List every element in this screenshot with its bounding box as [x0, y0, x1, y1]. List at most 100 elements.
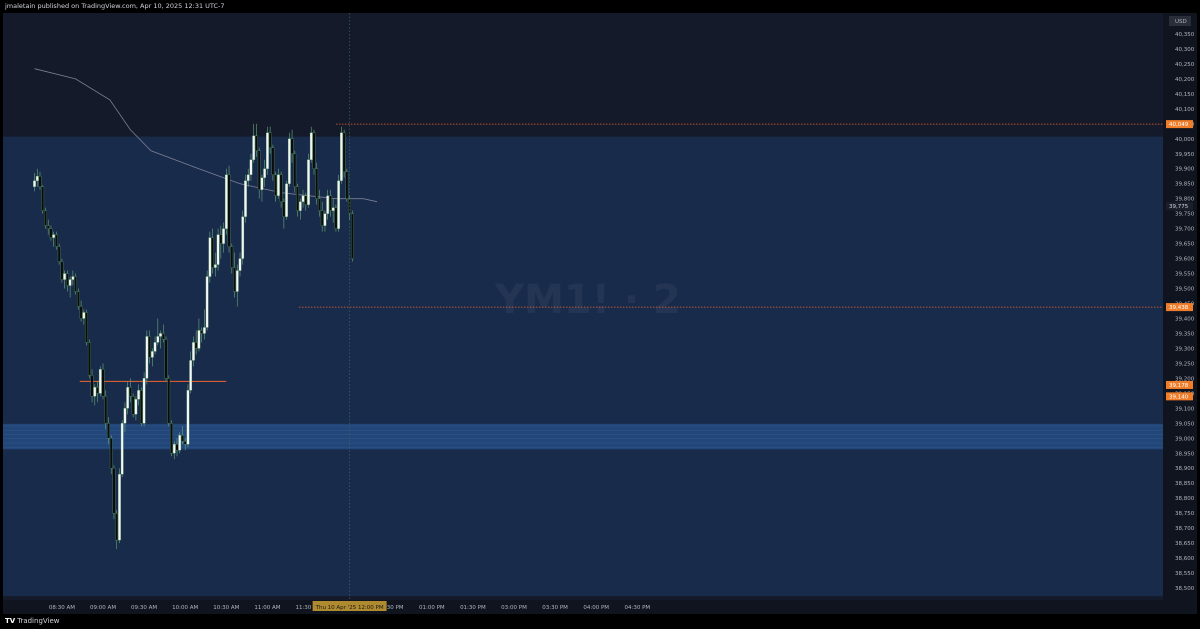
currency-label: USD	[1175, 19, 1187, 25]
price-tick-label: 39,950	[1175, 152, 1195, 158]
candle-up	[309, 132, 313, 160]
candle-up	[93, 387, 97, 397]
candle-up	[263, 168, 267, 178]
candle-down	[219, 234, 223, 244]
time-axis[interactable]: 08:30 AM 09:00 AM 09:30 AM 10:00 AM 10:30 AM…	[3, 600, 1197, 614]
candle-down	[96, 387, 99, 394]
currency-box	[1169, 16, 1191, 26]
candle-up	[323, 213, 327, 226]
tradingview-logo: TV TradingView	[5, 617, 60, 625]
candle-up	[145, 336, 149, 379]
candle-up	[287, 138, 291, 184]
candle-down	[315, 168, 319, 199]
crosshair-time-box	[312, 601, 387, 611]
price-axis[interactable]: USD 40,350 40,300 40,250 40,200 40,150 40,100…	[1163, 13, 1197, 600]
price-label-text: 39,178	[1169, 383, 1189, 389]
price-label-box	[1166, 120, 1193, 129]
candle-down	[44, 210, 47, 226]
time-tick-label: 09:00 AM	[90, 605, 116, 611]
candle-down	[167, 378, 171, 424]
price-label-box	[1166, 392, 1193, 401]
candle-up	[126, 387, 130, 409]
candle-up	[123, 408, 127, 424]
candle-down	[49, 228, 53, 238]
price-label-box	[1166, 303, 1193, 312]
candle-down	[170, 423, 173, 454]
candles-layer	[33, 123, 354, 550]
time-tick-label: 03:00 PM	[501, 605, 527, 611]
candle-down	[87, 342, 91, 376]
candle-up	[235, 270, 239, 292]
price-tick-label: 40,300	[1175, 47, 1195, 53]
candle-up	[68, 279, 72, 286]
candle-down	[296, 186, 299, 211]
candle-down	[175, 444, 179, 451]
candle-up	[205, 276, 209, 328]
candle-up	[213, 264, 217, 268]
candle-up	[98, 369, 102, 394]
candle-down	[320, 210, 324, 226]
candle-down	[183, 441, 187, 445]
price-tick-label: 39,400	[1175, 316, 1195, 322]
candle-down	[255, 135, 258, 151]
price-tick-label: 39,050	[1175, 421, 1195, 427]
candle-up	[241, 216, 245, 259]
candle-down	[164, 339, 168, 379]
candle-down	[112, 468, 116, 514]
time-tick-label: 04:30 PM	[624, 605, 650, 611]
candle-down	[129, 387, 132, 397]
chart-frame[interactable]: YM1! · 2 USD 40,350 40,300 40,250 40,200 40,…	[3, 13, 1197, 614]
price-tick-label: 39,800	[1175, 197, 1195, 203]
candle-up	[134, 399, 138, 415]
time-tick-label: 10:00 AM	[172, 605, 198, 611]
moving-average-layer	[34, 68, 378, 203]
candle-down	[131, 396, 135, 415]
time-tick-label: 01:00 PM	[419, 605, 445, 611]
time-tick-label: 09:30 AM	[131, 605, 157, 611]
candle-down	[148, 336, 151, 358]
candle-down	[140, 390, 143, 424]
candle-down	[227, 174, 231, 247]
candle-up	[246, 174, 250, 181]
candle-up	[35, 176, 39, 181]
candle-down	[279, 174, 283, 202]
time-tick-label: 08:30 AM	[49, 605, 75, 611]
candle-down	[233, 267, 236, 292]
candle-down	[115, 512, 119, 541]
candle-up	[260, 177, 264, 190]
price-tick-label: 39,900	[1175, 167, 1195, 173]
price-tick-label: 39,200	[1175, 376, 1195, 382]
candle-down	[55, 234, 58, 247]
candle-down	[60, 261, 64, 280]
candle-down	[107, 423, 110, 439]
candle-up	[33, 180, 36, 187]
candle-up	[222, 228, 225, 244]
candle-down	[274, 174, 277, 196]
price-tick-label: 38,600	[1175, 556, 1195, 562]
candle-down	[290, 138, 294, 154]
candle-up	[208, 237, 212, 277]
candle-down	[57, 246, 61, 262]
candle-up	[277, 174, 280, 196]
candle-down	[342, 132, 346, 172]
candle-down	[46, 225, 50, 229]
time-tick-label: 03:30 PM	[542, 605, 568, 611]
time-tick-label: 10:30 AM	[213, 605, 239, 611]
candle-up	[153, 342, 157, 352]
candle-up	[331, 207, 335, 211]
candle-down	[85, 312, 88, 343]
candle-up	[118, 474, 121, 541]
price-tick-label: 40,000	[1175, 137, 1195, 143]
candle-up	[192, 342, 195, 361]
price-tick-label: 38,700	[1175, 526, 1195, 532]
candle-down	[77, 291, 80, 307]
candle-up	[340, 132, 343, 181]
candle-down	[350, 213, 354, 259]
candle-up	[52, 234, 56, 238]
candle-up	[156, 336, 160, 343]
candle-down	[161, 333, 165, 340]
time-tick-label: 11:30 AM	[295, 605, 321, 611]
price-tick-label: 40,250	[1175, 62, 1195, 68]
candle-up	[82, 312, 86, 319]
candlestick-chart[interactable]: YM1! · 2 USD 40,350 40,300 40,250 40,200 40,…	[3, 13, 1197, 614]
